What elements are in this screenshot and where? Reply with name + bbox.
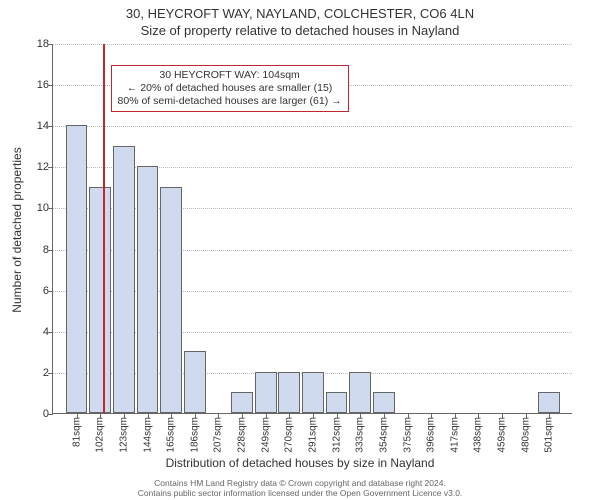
histogram-bar [184,351,206,413]
y-tick-label: 18 [29,38,49,50]
x-tick-mark [77,413,78,418]
x-tick-mark [502,413,503,418]
histogram-bar [538,392,560,413]
plot-area: 02468101214161881sqm102sqm123sqm144sqm16… [52,44,572,414]
x-tick-label: 291sqm [308,417,319,453]
y-tick-label: 10 [29,202,49,214]
histogram-bar [278,372,300,413]
x-tick-mark [124,413,125,418]
chart-title-line2: Size of property relative to detached ho… [0,23,600,38]
marker-line [103,44,105,413]
y-tick-mark [48,332,53,333]
x-tick-label: 165sqm [166,417,177,453]
y-tick-mark [48,85,53,86]
y-tick-label: 4 [29,326,49,338]
chart-footer: Contains HM Land Registry data © Crown c… [0,478,600,498]
y-tick-mark [48,250,53,251]
x-tick-label: 354sqm [378,417,389,453]
x-tick-mark [549,413,550,418]
y-tick-mark [48,414,53,415]
y-tick-mark [48,291,53,292]
x-tick-mark [478,413,479,418]
y-axis-label: Number of detached properties [10,147,24,312]
y-tick-mark [48,373,53,374]
x-tick-mark [431,413,432,418]
x-tick-label: 186sqm [189,417,200,453]
annotation-line: 30 HEYCROFT WAY: 104sqm [118,69,342,82]
footer-line1: Contains HM Land Registry data © Crown c… [0,478,600,488]
histogram-bar [66,125,88,413]
annotation-line: 80% of semi-detached houses are larger (… [118,95,342,108]
x-tick-mark [384,413,385,418]
x-tick-mark [408,413,409,418]
x-tick-mark [289,413,290,418]
x-tick-label: 249sqm [260,417,271,453]
histogram-bar [89,187,111,413]
histogram-bar [137,166,159,413]
x-tick-mark [455,413,456,418]
y-tick-mark [48,208,53,209]
y-tick-label: 14 [29,120,49,132]
histogram-bar [373,392,395,413]
y-tick-mark [48,44,53,45]
footer-line2: Contains public sector information licen… [0,488,600,498]
histogram-bar [302,372,324,413]
x-tick-label: 102sqm [95,417,106,453]
chart-area: 02468101214161881sqm102sqm123sqm144sqm16… [52,44,572,414]
x-tick-label: 438sqm [473,417,484,453]
x-tick-label: 396sqm [426,417,437,453]
x-tick-label: 417sqm [449,417,460,453]
x-tick-label: 144sqm [142,417,153,453]
x-tick-label: 480sqm [520,417,531,453]
x-tick-label: 207sqm [213,417,224,453]
x-tick-label: 333sqm [355,417,366,453]
y-tick-label: 12 [29,161,49,173]
histogram-bar [255,372,277,413]
y-tick-mark [48,126,53,127]
histogram-bar [231,392,253,413]
x-tick-label: 81sqm [71,417,82,447]
x-tick-mark [313,413,314,418]
x-tick-mark [242,413,243,418]
gridline [53,126,572,127]
y-tick-mark [48,167,53,168]
chart-title-line1: 30, HEYCROFT WAY, NAYLAND, COLCHESTER, C… [0,6,600,21]
histogram-bar [326,392,348,413]
x-tick-mark [526,413,527,418]
x-tick-label: 459sqm [497,417,508,453]
y-tick-label: 8 [29,244,49,256]
y-tick-label: 16 [29,79,49,91]
histogram-bar [160,187,182,413]
y-tick-label: 6 [29,285,49,297]
annotation-box: 30 HEYCROFT WAY: 104sqm← 20% of detached… [111,65,349,112]
x-tick-label: 270sqm [284,417,295,453]
chart-title-block: 30, HEYCROFT WAY, NAYLAND, COLCHESTER, C… [0,0,600,38]
x-tick-mark [148,413,149,418]
x-tick-mark [100,413,101,418]
x-tick-mark [266,413,267,418]
x-tick-mark [171,413,172,418]
annotation-line: ← 20% of detached houses are smaller (15… [118,82,342,95]
x-tick-label: 312sqm [331,417,342,453]
x-axis-label: Distribution of detached houses by size … [0,456,600,470]
x-tick-label: 228sqm [237,417,248,453]
x-tick-mark [195,413,196,418]
y-tick-label: 0 [29,408,49,420]
x-tick-label: 501sqm [544,417,555,453]
x-tick-mark [337,413,338,418]
histogram-bar [113,146,135,413]
x-tick-label: 123sqm [118,417,129,453]
histogram-bar [349,372,371,413]
x-tick-mark [360,413,361,418]
x-tick-label: 375sqm [402,417,413,453]
y-tick-label: 2 [29,367,49,379]
gridline [53,44,572,45]
x-tick-mark [218,413,219,418]
